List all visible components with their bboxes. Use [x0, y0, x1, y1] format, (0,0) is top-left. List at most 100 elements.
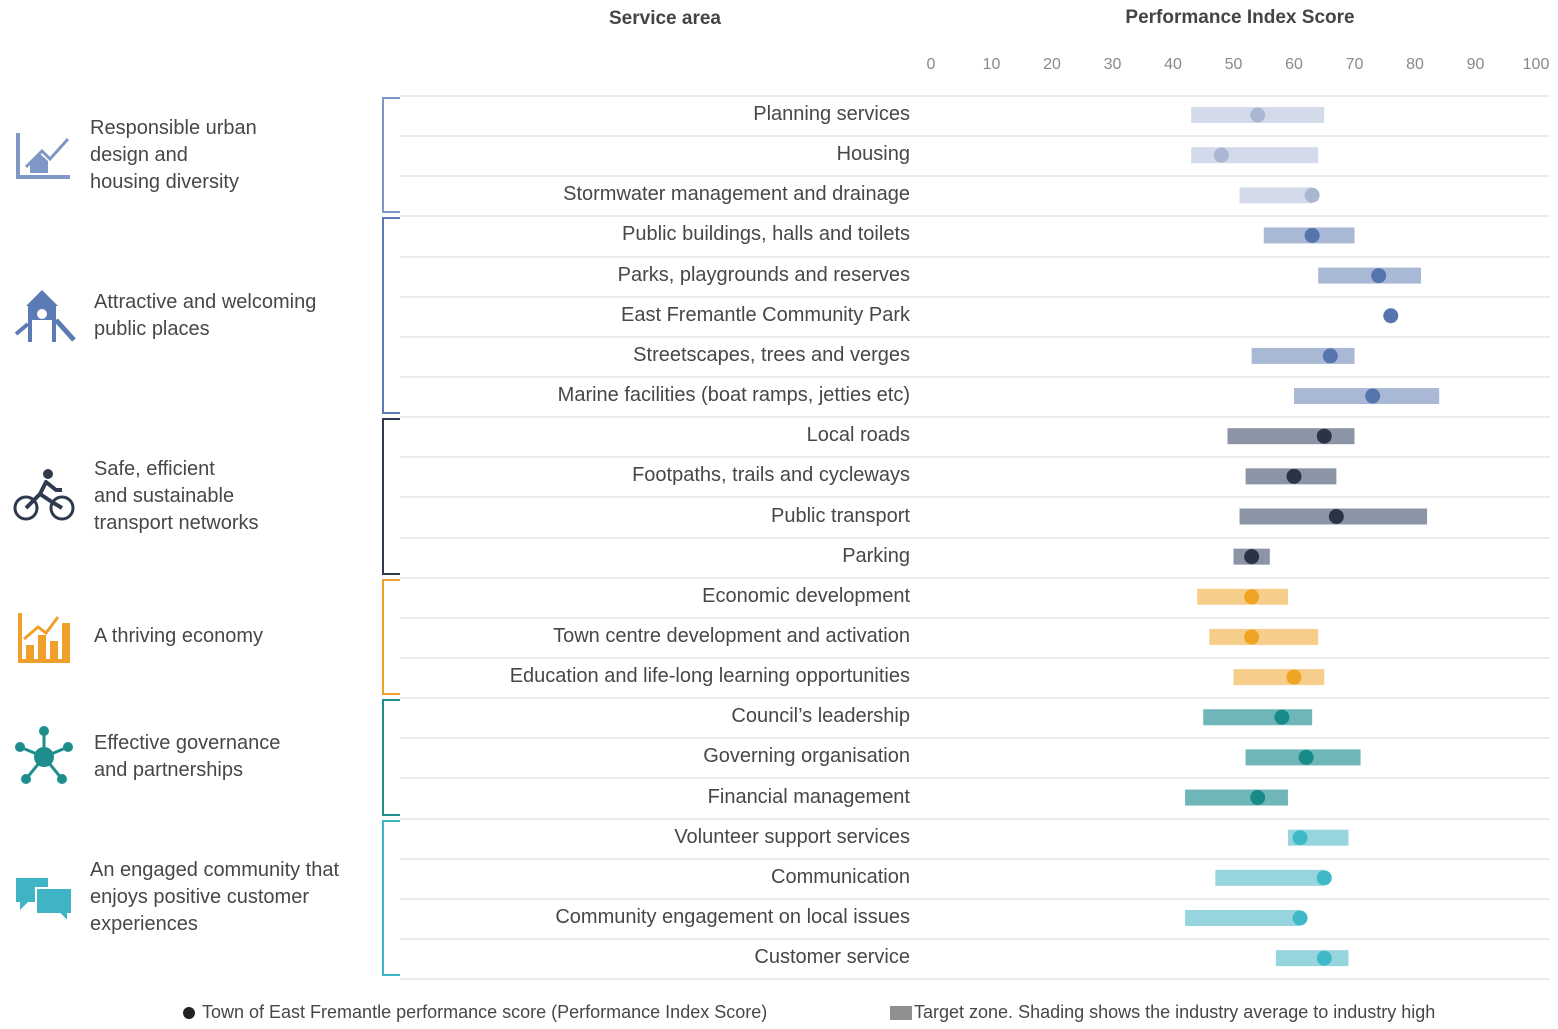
theme-label-line: An engaged community that [90, 859, 340, 882]
theme-bracket [382, 819, 400, 977]
grid-line [400, 857, 1550, 860]
grid-line [400, 295, 1550, 298]
theme-bracket [382, 418, 400, 575]
service-label: Parking [842, 544, 910, 567]
score-dot [1292, 910, 1308, 926]
score-dot [1322, 348, 1338, 364]
score-dot [1292, 830, 1308, 846]
theme-label-line: public places [94, 317, 210, 340]
grid-line [400, 978, 1550, 981]
target-zone-bar [1203, 709, 1313, 726]
theme-label-line: and partnerships [94, 759, 243, 782]
theme-label: An engaged community that enjoys positive… [90, 857, 339, 938]
target-zone-bar [1233, 669, 1325, 686]
service-label: Financial management [707, 785, 910, 808]
grid-line [400, 536, 1550, 539]
service-label: Communication [771, 865, 910, 888]
target-zone-bar [1215, 869, 1325, 886]
theme-label: Effective governance and partnerships [94, 730, 280, 784]
target-zone-bar [1318, 267, 1422, 284]
service-label: Parks, playgrounds and reserves [617, 263, 910, 286]
grid-line [400, 215, 1550, 218]
grid-line [400, 938, 1550, 941]
theme-label-line: experiences [90, 913, 198, 936]
chat-bubbles-icon [16, 877, 73, 925]
service-label: Economic development [702, 584, 910, 607]
legend-dot-icon [183, 1007, 195, 1020]
service-area-header: Service area [609, 8, 721, 29]
service-label: Governing organisation [703, 745, 910, 768]
theme-label-line: design and [90, 143, 188, 166]
target-zone-bar [1197, 588, 1288, 605]
legend-score-label: Town of East Fremantle performance score… [202, 1002, 768, 1022]
service-label: East Fremantle Community Park [621, 303, 910, 326]
grid-line [400, 817, 1550, 820]
service-label: Customer service [754, 946, 910, 969]
grid-line [400, 897, 1550, 900]
service-label: Stormwater management and drainage [563, 183, 910, 206]
theme-label-line: and sustainable [94, 484, 235, 507]
score-dot [1244, 589, 1260, 605]
service-label: Town centre development and activation [553, 624, 910, 647]
theme-label: A thriving economy [94, 623, 263, 650]
theme-label: Responsible urban design and housing diver… [90, 115, 257, 196]
service-label: Education and life-long learning opportu… [509, 665, 910, 688]
cyclist-icon [13, 469, 75, 521]
legend-score: Town of East Fremantle performance score… [182, 1002, 767, 1023]
grid-line [400, 496, 1550, 499]
legend-zone-swatch [890, 1006, 912, 1021]
theme-bracket [382, 96, 400, 214]
grid-line [400, 456, 1550, 459]
grid-line [400, 777, 1550, 780]
grid-line [400, 335, 1550, 338]
theme-bracket [382, 578, 400, 696]
score-dot [1298, 749, 1314, 765]
theme-label-line: Attractive and welcoming [94, 290, 317, 313]
score-dot [1316, 870, 1332, 886]
theme-label-line: Effective governance [94, 732, 281, 755]
legend-zone-label: Target zone. Shading shows the industry … [914, 1002, 1436, 1022]
score-dot [1316, 950, 1332, 966]
target-zone-bar [1191, 147, 1319, 164]
service-label: Community engagement on local issues [555, 906, 910, 928]
service-label: Marine facilities (boat ramps, jetties e… [557, 384, 910, 407]
playground-icon [14, 289, 76, 342]
x-tick-70: 70 [1345, 56, 1364, 73]
theme-bracket [382, 699, 400, 816]
theme-label-line: Responsible urban [90, 116, 257, 139]
target-zone-bar [1185, 789, 1288, 806]
x-tick-30: 30 [1103, 56, 1122, 73]
theme-label-line: enjoys positive customer [90, 886, 309, 909]
x-tick-80: 80 [1406, 56, 1424, 73]
service-label: Footpaths, trails and cycleways [632, 464, 910, 487]
x-tick-50: 50 [1224, 56, 1243, 73]
target-zone-bar [1227, 428, 1355, 445]
grid-line [400, 135, 1550, 138]
grid-line [400, 416, 1550, 419]
score-dot [1244, 629, 1260, 645]
score-dot [1383, 308, 1399, 324]
legend-zone: Target zone. Shading shows the industry … [890, 1002, 1435, 1023]
grid-line [400, 94, 1550, 97]
x-tick-90: 90 [1466, 56, 1485, 73]
service-label: Streetscapes, trees and verges [633, 343, 910, 366]
target-zone-bar [1251, 347, 1355, 364]
score-dot [1286, 468, 1302, 484]
score-dot [1250, 107, 1266, 123]
grid-line [400, 737, 1550, 740]
target-zone-bar [1275, 950, 1349, 967]
score-dot [1286, 669, 1302, 685]
grid-line [400, 657, 1550, 660]
score-dot [1365, 388, 1381, 404]
service-label: Public transport [771, 504, 910, 527]
service-label: Local roads [806, 424, 910, 447]
house-chart-icon [16, 133, 70, 180]
score-dot [1250, 790, 1266, 806]
theme-label-line: A thriving economy [94, 625, 263, 648]
grid-line [400, 576, 1550, 579]
service-label: Planning services [753, 103, 910, 125]
grid-line [400, 375, 1550, 378]
grid-line [400, 697, 1550, 700]
score-dot [1244, 549, 1260, 565]
